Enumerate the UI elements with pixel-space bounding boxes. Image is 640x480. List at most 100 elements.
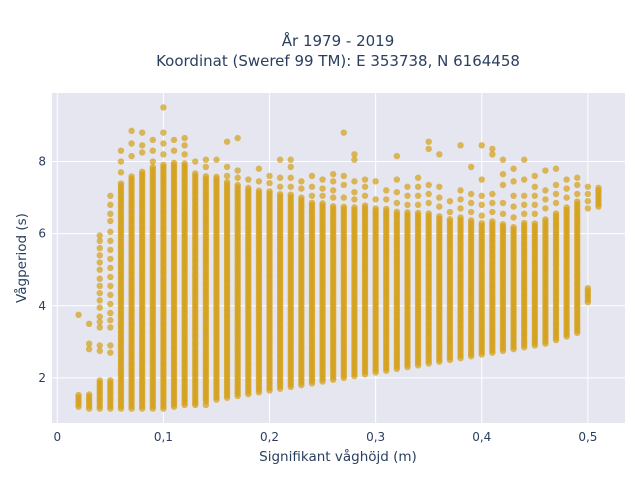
data-point [107,342,114,349]
data-point [393,188,401,196]
data-point [117,169,125,176]
data-point [75,311,82,318]
data-point [383,205,390,213]
data-point [96,282,103,290]
data-point [489,190,496,198]
data-point [478,192,485,199]
data-point [266,172,273,180]
data-point [467,217,475,224]
data-point [552,199,560,207]
data-point [351,156,358,163]
data-point [117,147,125,154]
data-point [457,205,464,212]
data-point [404,201,411,208]
data-point [85,340,93,347]
data-point [96,275,103,282]
data-point [107,282,114,290]
data-point [446,198,454,205]
data-point [213,173,220,181]
data-point [584,198,592,205]
data-point [520,176,528,183]
data-point [107,210,114,218]
data-point [542,196,549,203]
data-point [372,178,379,185]
data-point [234,167,241,174]
data-point [510,203,517,210]
data-point [160,140,167,147]
data-point [234,181,241,189]
data-point [340,129,348,136]
data-point [499,221,507,228]
data-point [298,194,305,201]
data-point [308,192,316,199]
data-point [234,134,241,142]
data-point [425,145,432,153]
data-point [85,320,93,328]
data-point [255,178,263,185]
data-point [574,174,581,181]
y-tick-label: 4 [38,299,46,313]
data-point [404,183,411,190]
x-tick-labels: 0 0,1 0,2 0,3 0,4 0,5 [53,430,597,444]
chart-title-line1: År 1979 - 2019 [282,31,395,50]
data-point [319,176,326,183]
data-point [329,187,337,194]
data-point [361,176,369,183]
data-point [361,202,369,209]
data-point [308,199,316,207]
data-point [329,203,337,210]
data-point [393,176,401,183]
data-point [202,173,210,180]
data-point [107,300,114,308]
data-point [223,172,231,180]
x-tick-label: 0,3 [366,430,385,444]
x-tick-label: 0 [53,430,61,444]
data-point [446,208,454,216]
data-point [117,180,125,187]
data-point [85,345,93,353]
data-point [329,170,337,178]
data-point [107,264,114,272]
data-point [457,214,464,221]
data-point [245,176,252,183]
data-point [329,194,337,201]
data-point [308,183,316,190]
data-point [351,204,358,211]
data-point [276,183,284,190]
data-point [542,205,549,212]
data-point [404,192,411,199]
data-point [138,168,146,175]
data-point [340,181,348,189]
data-point [170,159,178,167]
data-point [149,136,157,144]
x-axis-label: Signifikant våghöjd (m) [259,448,417,465]
data-point [287,174,294,181]
data-point [287,156,294,163]
data-point [202,401,210,409]
data-point [393,152,401,160]
data-point [351,196,358,203]
data-point [107,255,114,263]
data-point [160,129,167,136]
data-point [393,208,401,216]
data-point [117,158,125,165]
data-point [223,138,231,145]
data-point [531,220,539,227]
data-point [107,291,114,299]
data-point [467,190,475,198]
data-point [107,237,114,245]
plot-area [52,93,625,423]
data-point [489,145,496,153]
data-point [96,289,103,297]
data-point [372,196,379,203]
data-point [552,190,560,198]
data-point [96,313,103,320]
data-points [75,104,602,412]
data-point [287,191,294,198]
data-point [107,349,114,356]
x-tick-label: 0,1 [154,430,173,444]
data-point [319,185,326,192]
data-point [351,151,358,158]
data-point [552,210,560,217]
